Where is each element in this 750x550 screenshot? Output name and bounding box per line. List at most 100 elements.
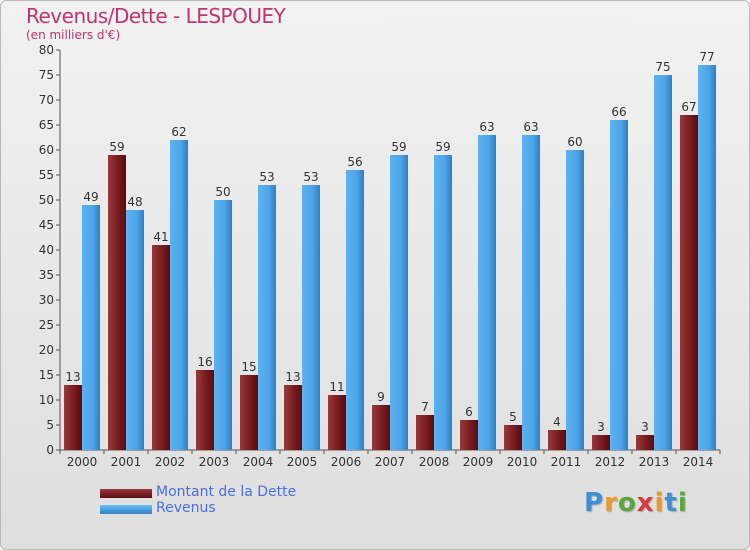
y-tick-label: 70 xyxy=(39,93,54,107)
data-label-dette: 6 xyxy=(465,405,473,419)
bar-revenus xyxy=(302,185,320,450)
data-label-dette: 5 xyxy=(509,410,517,424)
bar-dette xyxy=(284,385,302,450)
x-tick-label: 2013 xyxy=(639,455,670,469)
data-label-dette: 3 xyxy=(641,420,649,434)
y-tick-label: 5 xyxy=(46,418,54,432)
bar-revenus xyxy=(390,155,408,450)
x-tick-label: 2006 xyxy=(331,455,362,469)
y-tick-label: 75 xyxy=(39,68,54,82)
data-label-revenus: 49 xyxy=(83,190,98,204)
chart-title: Revenus/Dette - LESPOUEY xyxy=(26,4,286,28)
logo-letter: t xyxy=(664,488,678,518)
x-tick-label: 2005 xyxy=(287,455,318,469)
logo-letter: i xyxy=(654,488,665,518)
data-label-dette: 7 xyxy=(421,400,429,414)
x-tick-label: 2004 xyxy=(243,455,274,469)
legend-label-dette: Montant de la Dette xyxy=(156,484,297,500)
legend-swatch-dette xyxy=(100,489,152,498)
bar-dette xyxy=(64,385,82,450)
x-tick-label: 2008 xyxy=(419,455,450,469)
y-tick-label: 25 xyxy=(39,318,54,332)
y-tick-label: 45 xyxy=(39,218,54,232)
y-tick-label: 0 xyxy=(46,443,54,457)
data-label-revenus: 59 xyxy=(435,140,450,154)
y-tick-label: 30 xyxy=(39,293,54,307)
data-label-revenus: 59 xyxy=(391,140,406,154)
data-label-revenus: 63 xyxy=(523,120,538,134)
x-tick-label: 2014 xyxy=(683,455,714,469)
bar-revenus xyxy=(126,210,144,450)
data-label-dette: 9 xyxy=(377,390,385,404)
x-tick-label: 2003 xyxy=(199,455,230,469)
x-tick-label: 2010 xyxy=(507,455,538,469)
bar-revenus xyxy=(434,155,452,450)
bar-revenus xyxy=(170,140,188,450)
proxiti-logo: Proxiti xyxy=(584,488,688,518)
bar-revenus xyxy=(214,200,232,450)
data-label-dette: 59 xyxy=(109,140,124,154)
data-label-revenus: 60 xyxy=(567,135,582,149)
x-tick-label: 2000 xyxy=(67,455,98,469)
bar-revenus xyxy=(478,135,496,450)
bar-dette xyxy=(680,115,698,450)
chart-subtitle: (en milliers d'€) xyxy=(26,28,121,42)
y-tick-label: 60 xyxy=(39,143,54,157)
y-tick-label: 20 xyxy=(39,343,54,357)
data-label-revenus: 48 xyxy=(127,195,142,209)
data-label-dette: 4 xyxy=(553,415,561,429)
data-label-dette: 16 xyxy=(197,355,212,369)
y-tick-label: 55 xyxy=(39,168,54,182)
logo-letter: i xyxy=(677,488,688,518)
bar-revenus xyxy=(258,185,276,450)
bar-revenus xyxy=(610,120,628,450)
y-tick-label: 15 xyxy=(39,368,54,382)
bar-dette xyxy=(152,245,170,450)
data-label-dette: 13 xyxy=(285,370,300,384)
bar-dette xyxy=(328,395,346,450)
logo-letter: x xyxy=(636,488,655,518)
logo-letter: o xyxy=(617,488,637,518)
data-label-dette: 11 xyxy=(329,380,344,394)
logo-letter: r xyxy=(604,488,618,518)
bar-revenus xyxy=(698,65,716,450)
data-label-revenus: 56 xyxy=(347,155,362,169)
data-label-revenus: 66 xyxy=(611,105,626,119)
bar-dette xyxy=(372,405,390,450)
data-label-revenus: 53 xyxy=(303,170,318,184)
bar-revenus xyxy=(522,135,540,450)
x-tick-label: 2011 xyxy=(551,455,582,469)
data-label-revenus: 53 xyxy=(259,170,274,184)
bar-dette xyxy=(504,425,522,450)
legend-swatch-revenus xyxy=(100,505,152,514)
x-tick-label: 2002 xyxy=(155,455,186,469)
bar-revenus xyxy=(346,170,364,450)
y-tick-label: 80 xyxy=(39,43,54,57)
x-tick-label: 2007 xyxy=(375,455,406,469)
bar-dette xyxy=(196,370,214,450)
bar-revenus xyxy=(566,150,584,450)
data-label-dette: 41 xyxy=(153,230,168,244)
x-tick-label: 2001 xyxy=(111,455,142,469)
data-label-revenus: 50 xyxy=(215,185,230,199)
bar-dette xyxy=(636,435,654,450)
data-label-revenus: 75 xyxy=(655,60,670,74)
legend-label-revenus: Revenus xyxy=(156,500,216,516)
y-tick-label: 50 xyxy=(39,193,54,207)
bar-revenus xyxy=(82,205,100,450)
bar-dette xyxy=(108,155,126,450)
data-label-revenus: 63 xyxy=(479,120,494,134)
bar-dette xyxy=(592,435,610,450)
data-label-dette: 13 xyxy=(65,370,80,384)
y-tick-label: 65 xyxy=(39,118,54,132)
bar-dette xyxy=(416,415,434,450)
x-tick-label: 2009 xyxy=(463,455,494,469)
data-label-dette: 3 xyxy=(597,420,605,434)
data-label-revenus: 62 xyxy=(171,125,186,139)
data-label-revenus: 77 xyxy=(699,50,714,64)
bar-dette xyxy=(548,430,566,450)
data-label-dette: 67 xyxy=(681,100,696,114)
logo-letter: P xyxy=(584,488,605,518)
y-tick-label: 40 xyxy=(39,243,54,257)
